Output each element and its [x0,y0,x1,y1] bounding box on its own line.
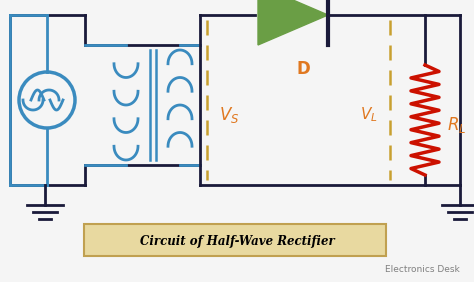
Text: D: D [296,60,310,78]
Text: $V_S$: $V_S$ [219,105,239,125]
Text: $V_L$: $V_L$ [360,106,378,124]
Text: Electronics Desk: Electronics Desk [385,265,460,274]
FancyBboxPatch shape [84,224,386,256]
Text: $R_L$: $R_L$ [447,115,466,135]
Polygon shape [258,0,328,45]
Text: Circuit of Half-Wave Rectifier: Circuit of Half-Wave Rectifier [140,235,334,248]
